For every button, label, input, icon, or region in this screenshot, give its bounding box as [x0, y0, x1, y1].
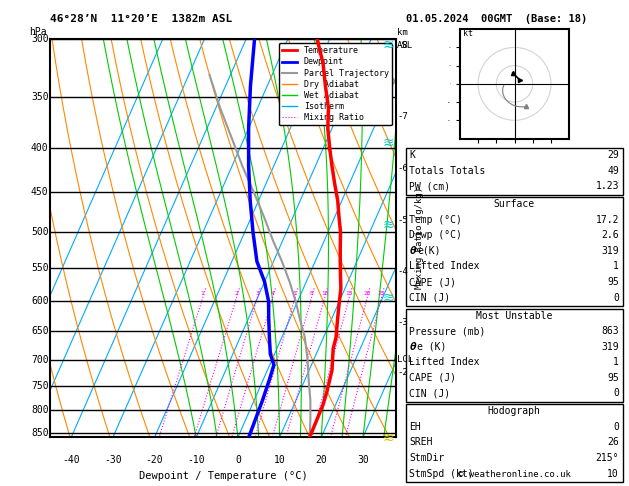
Text: -6: -6 [397, 163, 408, 173]
Text: CAPE (J): CAPE (J) [409, 373, 457, 383]
Text: km: km [397, 28, 408, 37]
Text: -20: -20 [146, 455, 164, 465]
Text: 49: 49 [607, 166, 619, 176]
Text: e(K): e(K) [417, 246, 440, 256]
Text: Lifted Index: Lifted Index [409, 261, 480, 272]
Text: LCL: LCL [397, 355, 413, 364]
Text: 30: 30 [357, 455, 369, 465]
Text: -30: -30 [104, 455, 121, 465]
Text: θ: θ [409, 246, 416, 256]
Text: ≋: ≋ [383, 431, 394, 444]
Text: 95: 95 [607, 277, 619, 287]
Text: 10: 10 [274, 455, 286, 465]
Text: 215°: 215° [596, 453, 619, 463]
Text: 300: 300 [31, 34, 48, 44]
Text: Most Unstable: Most Unstable [476, 311, 552, 321]
Text: 1.23: 1.23 [596, 181, 619, 191]
Text: -3: -3 [397, 318, 408, 327]
Text: 319: 319 [601, 342, 619, 352]
Text: e (K): e (K) [417, 342, 447, 352]
Text: -7: -7 [397, 112, 408, 121]
Text: ≋: ≋ [383, 38, 394, 52]
Text: 26: 26 [607, 437, 619, 448]
Text: Totals Totals: Totals Totals [409, 166, 486, 176]
Text: 0: 0 [613, 293, 619, 303]
Text: hPa: hPa [29, 27, 47, 37]
Text: 850: 850 [31, 428, 48, 438]
Text: 700: 700 [31, 354, 48, 364]
Text: 319: 319 [601, 246, 619, 256]
Text: kt: kt [464, 30, 474, 38]
Text: 15: 15 [345, 291, 353, 296]
Text: 550: 550 [31, 263, 48, 273]
Text: 800: 800 [31, 405, 48, 415]
Text: ≋: ≋ [383, 136, 394, 150]
Text: 4: 4 [270, 291, 274, 296]
Text: 400: 400 [31, 143, 48, 153]
Text: θ: θ [409, 342, 416, 352]
Text: 29: 29 [607, 150, 619, 160]
Text: 650: 650 [31, 327, 48, 336]
Text: Temp (°C): Temp (°C) [409, 215, 462, 225]
Text: ≋: ≋ [383, 291, 394, 305]
Text: 2.6: 2.6 [601, 230, 619, 241]
Text: 25: 25 [377, 291, 385, 296]
Text: -4: -4 [397, 267, 408, 276]
Text: 0: 0 [235, 455, 241, 465]
Text: Hodograph: Hodograph [487, 406, 541, 417]
Text: ≋: ≋ [383, 218, 394, 231]
Text: ASL: ASL [397, 41, 413, 50]
Text: Mixing Ratio (g/kg): Mixing Ratio (g/kg) [415, 187, 425, 289]
Text: Dewp (°C): Dewp (°C) [409, 230, 462, 241]
Text: 1: 1 [201, 291, 204, 296]
Text: -5: -5 [397, 216, 408, 225]
Text: StmDir: StmDir [409, 453, 445, 463]
Text: Lifted Index: Lifted Index [409, 357, 480, 367]
Text: 350: 350 [31, 92, 48, 102]
Text: 1: 1 [613, 357, 619, 367]
Text: 863: 863 [601, 326, 619, 336]
Text: 95: 95 [607, 373, 619, 383]
Text: 1: 1 [613, 261, 619, 272]
Text: Dewpoint / Temperature (°C): Dewpoint / Temperature (°C) [139, 471, 308, 481]
Text: SREH: SREH [409, 437, 433, 448]
Text: 0: 0 [613, 388, 619, 399]
Text: -10: -10 [187, 455, 205, 465]
Text: EH: EH [409, 422, 421, 432]
Text: CIN (J): CIN (J) [409, 388, 450, 399]
Text: -40: -40 [62, 455, 80, 465]
Text: 600: 600 [31, 296, 48, 306]
Text: 6: 6 [293, 291, 297, 296]
Text: 450: 450 [31, 187, 48, 197]
Text: -8: -8 [397, 41, 408, 50]
Text: Pressure (mb): Pressure (mb) [409, 326, 486, 336]
Text: 46°28’N  11°20’E  1382m ASL: 46°28’N 11°20’E 1382m ASL [50, 14, 233, 24]
Text: Surface: Surface [494, 199, 535, 209]
Text: 750: 750 [31, 381, 48, 391]
Text: 17.2: 17.2 [596, 215, 619, 225]
Text: 3: 3 [255, 291, 259, 296]
Text: PW (cm): PW (cm) [409, 181, 450, 191]
Text: StmSpd (kt): StmSpd (kt) [409, 469, 474, 479]
Text: CAPE (J): CAPE (J) [409, 277, 457, 287]
Legend: Temperature, Dewpoint, Parcel Trajectory, Dry Adiabat, Wet Adiabat, Isotherm, Mi: Temperature, Dewpoint, Parcel Trajectory… [279, 43, 392, 125]
Text: 10: 10 [321, 291, 328, 296]
Text: 500: 500 [31, 227, 48, 237]
Text: © weatheronline.co.uk: © weatheronline.co.uk [458, 469, 571, 479]
Text: CIN (J): CIN (J) [409, 293, 450, 303]
Text: 0: 0 [613, 422, 619, 432]
Text: -2: -2 [397, 368, 408, 377]
Text: 20: 20 [315, 455, 327, 465]
Text: 20: 20 [364, 291, 371, 296]
Text: 8: 8 [309, 291, 313, 296]
Text: 10: 10 [607, 469, 619, 479]
Text: 2: 2 [235, 291, 238, 296]
Text: K: K [409, 150, 415, 160]
Text: 01.05.2024  00GMT  (Base: 18): 01.05.2024 00GMT (Base: 18) [406, 14, 587, 24]
